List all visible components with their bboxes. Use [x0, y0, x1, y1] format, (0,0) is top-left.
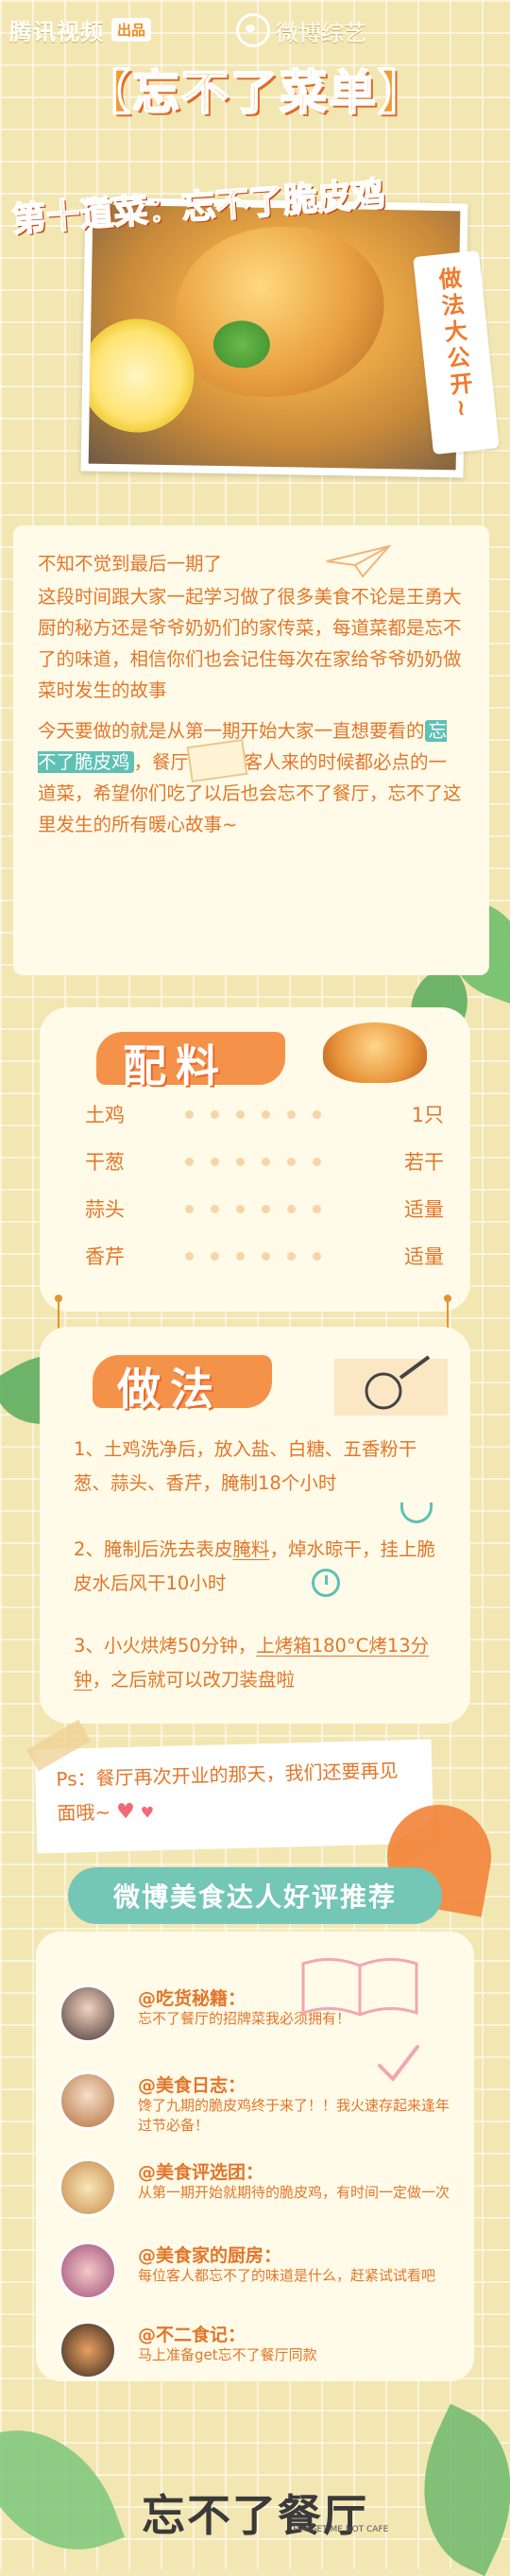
ingredient-row: 土鸡 1只 — [85, 1100, 444, 1128]
avatar — [59, 2071, 117, 2130]
review-user[interactable]: @吃货秘籍： — [138, 1988, 246, 2009]
dots — [157, 1109, 378, 1119]
steps-card: 做法 1、土鸡洗净后，放入盐、白糖、五香粉干葱、蒜头、香芹，腌制18个小时 2、… — [40, 1327, 470, 1724]
ingredient-qty: 若干 — [404, 1151, 444, 1174]
hero-photo — [80, 197, 468, 478]
ingredient-name: 干葱 — [85, 1151, 125, 1174]
step-2: 2、腌制后洗去表皮腌料，焯水晾干，挂上脆皮水后风干10小时 — [74, 1533, 442, 1601]
page-title: 【忘不了菜单】 — [82, 64, 427, 121]
heart-icon: ♥ — [115, 1799, 136, 1825]
avatar — [59, 2158, 117, 2217]
ingredient-qty: 适量 — [404, 1245, 444, 1268]
avatar — [59, 2241, 117, 2300]
ingredient-name: 香芹 — [85, 1245, 125, 1268]
pin-icon — [444, 1295, 451, 1332]
check-icon — [378, 2045, 419, 2083]
steps-title: 做法 — [117, 1364, 223, 1415]
heart-icon: ♥ — [140, 1803, 155, 1822]
step-2-b: ，焯水晾干，挂上脆皮水后风干10小时 — [74, 1538, 435, 1594]
chicken-photo — [88, 204, 461, 471]
review-user[interactable]: @美食家的厨房： — [138, 2245, 282, 2266]
ingredient-row: 香芹 适量 — [85, 1242, 444, 1270]
step-3: 3、小火烘烤50分钟，上烤箱180°C烤13分钟，之后就可以改刀装盘啦 — [74, 1629, 442, 1697]
ps-note: Ps：餐厅再次开业的那天，我们还要再见面哦~ ♥ ♥ — [34, 1739, 434, 1854]
ps-text: Ps：餐厅再次开业的那天，我们还要再见面哦~ ♥ ♥ — [56, 1753, 413, 1832]
step-2-a: 2、腌制后洗去表皮 — [74, 1538, 233, 1560]
cooking-pan-icon — [334, 1355, 448, 1416]
review-text: 马上准备get忘不了餐厅同款 — [138, 2346, 317, 2363]
review-user[interactable]: @不二食记： — [138, 2325, 246, 2345]
intro-paragraph-1: 这段时间跟大家一起学习做了很多美食不论是王勇大厨的秘方还是爷爷奶奶们的家传菜，每… — [38, 586, 462, 701]
notebook-icon — [301, 1958, 418, 2017]
recommend-title: 微博美食达人好评推荐 — [112, 1881, 397, 1913]
review-text: 馋了九期的脆皮鸡终于来了！！我火速存起来逢年过节必备！ — [138, 2097, 450, 2134]
review-text: 从第一期开始就期待的脆皮鸡，有时间一定做一次 — [138, 2184, 450, 2201]
ingredients-title: 配料 — [123, 1040, 229, 1091]
ingredient-name: 土鸡 — [85, 1104, 125, 1126]
ps-text-label: Ps：餐厅再次开业的那天，我们还要再见面哦~ — [56, 1759, 399, 1825]
ingredient-row: 干葱 若干 — [85, 1147, 444, 1176]
intro-line1: 不知不觉到最后一期了 — [38, 553, 223, 575]
dots — [157, 1157, 378, 1166]
review-text: 每位客人都忘不了的味道是什么，赶紧试试看吧 — [138, 2267, 436, 2284]
ingredients-card: 配料 土鸡 1只 干葱 若干 蒜头 适量 香芹 适量 — [40, 1007, 470, 1312]
intro-paragraph-2: 今天要做的就是从第一期开始大家一直想要看的 忘不了脆皮鸡 ，餐厅里每位客人来的时候都… — [38, 715, 465, 840]
step-3-underline: 上烤箱180°C烤13分钟 — [74, 1635, 430, 1691]
bowl-icon — [400, 1503, 433, 1523]
footer-logo: 忘不了餐厅 — [142, 2490, 368, 2541]
brand-tencent-label: 腾讯视频 — [9, 19, 104, 45]
title-brush — [93, 1355, 272, 1408]
brand-badge: 出品 — [111, 18, 152, 42]
intro-card: 不知不觉到最后一期了 这段时间跟大家一起学习做了很多美食不论是王勇大厨的秘方还是… — [13, 525, 489, 975]
weibo-icon — [236, 13, 270, 47]
ingredient-qty: 1只 — [411, 1104, 444, 1126]
footer-logo-sub: FORGET ME NOT CAFE — [293, 2525, 389, 2534]
brand-weibo: 微博综艺 — [236, 13, 366, 47]
review-item: @不二食记： 马上准备get忘不了餐厅同款 — [59, 2321, 455, 2387]
review-item: @美食家的厨房： 每位客人都忘不了的味道是什么，赶紧试试看吧 — [59, 2241, 455, 2308]
ingredient-row: 蒜头 适量 — [85, 1194, 444, 1223]
recommend-card: @吃货秘籍： 忘不了餐厅的招牌菜我必须拥有！ @美食日志： 馋了九期的脆皮鸡终于… — [36, 1932, 474, 2381]
review-item: @美食日志： 馋了九期的脆皮鸡终于来了！！我火速存起来逢年过节必备！ — [59, 2071, 455, 2138]
step-3-a: 3、小火烘烤50分钟， — [74, 1635, 257, 1657]
clock-icon — [312, 1569, 340, 1597]
step-2-underline: 腌料 — [232, 1538, 270, 1560]
step-3-b: ，之后就可以改刀装盘啦 — [92, 1669, 296, 1691]
ingredient-name: 蒜头 — [85, 1198, 125, 1221]
ingredient-qty: 适量 — [404, 1198, 444, 1221]
review-text: 忘不了餐厅的招牌菜我必须拥有！ — [138, 2010, 351, 2027]
review-user[interactable]: @美食评选团： — [138, 2162, 264, 2183]
avatar — [59, 1984, 117, 2043]
pin-icon — [55, 1295, 62, 1332]
review-user[interactable]: @美食日志： — [138, 2075, 246, 2096]
paper-plane-icon — [326, 544, 391, 578]
chicken-image — [174, 225, 386, 400]
recommend-banner — [68, 1867, 442, 1924]
brand-tencent: 腾讯视频 出品 — [9, 13, 152, 46]
review-item: @吃货秘籍： 忘不了餐厅的招牌菜我必须拥有！ — [59, 1984, 455, 2051]
brand-weibo-label: 微博综艺 — [276, 19, 366, 46]
title-brush — [96, 1032, 285, 1085]
review-item: @美食评选团： 从第一期开始就期待的脆皮鸡，有时间一定做一次 — [59, 2158, 455, 2224]
roast-chicken-icon — [323, 1022, 427, 1083]
step-1: 1、土鸡洗净后，放入盐、白糖、五香粉干葱、蒜头、香芹，腌制18个小时 — [74, 1438, 417, 1494]
avatar — [59, 2321, 117, 2379]
recipe-tag-label: 做法大公开~ — [434, 266, 477, 423]
dots — [157, 1204, 378, 1213]
dots — [157, 1251, 378, 1261]
intro-p2-a: 今天要做的就是从第一期开始大家一直想要看的 — [38, 720, 425, 742]
